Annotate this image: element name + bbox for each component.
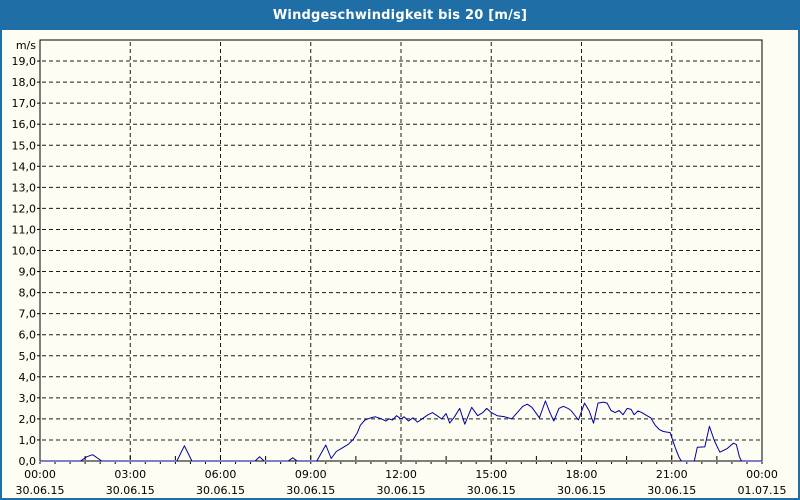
x-tick-date-label: 30.06.15: [647, 484, 696, 497]
y-tick-label: 14,0: [12, 160, 37, 173]
x-tick-time-label: 09:00: [295, 468, 327, 481]
y-tick-label: 10,0: [12, 245, 37, 258]
y-tick-label: 16,0: [12, 118, 37, 131]
x-tick-time-label: 00:00: [746, 468, 778, 481]
x-tick-time-label: 15:00: [475, 468, 507, 481]
y-tick-label: 0,0: [19, 455, 37, 468]
plot-border: [39, 39, 763, 462]
y-tick-label: 1,0: [19, 434, 37, 447]
y-tick-label: 9,0: [19, 266, 37, 279]
y-tick-label: 8,0: [19, 287, 37, 300]
y-tick-label: 11,0: [12, 223, 37, 236]
x-tick-date-label: 30.06.15: [557, 484, 606, 497]
x-tick-time-label: 00:00: [24, 468, 56, 481]
y-tick-label: 2,0: [19, 413, 37, 426]
y-tick-label: 7,0: [19, 308, 37, 321]
x-tick-time-label: 18:00: [566, 468, 598, 481]
x-tick-time-label: 06:00: [205, 468, 237, 481]
x-tick-time-label: 03:00: [114, 468, 146, 481]
y-tick-label: 3,0: [19, 392, 37, 405]
x-tick-time-label: 12:00: [385, 468, 417, 481]
x-tick-time-label: 21:00: [656, 468, 688, 481]
x-tick-date-label: 30.06.15: [467, 484, 516, 497]
x-tick-date-label: 01.07.15: [738, 484, 787, 497]
wind-speed-line: [40, 400, 762, 462]
x-tick-date-label: 30.06.15: [286, 484, 335, 497]
x-tick-date-label: 30.06.15: [106, 484, 155, 497]
y-tick-label: 17,0: [12, 97, 37, 110]
x-tick-date-label: 30.06.15: [196, 484, 245, 497]
x-tick-date-label: 30.06.15: [16, 484, 65, 497]
y-tick-label: 6,0: [19, 329, 37, 342]
y-tick-label: 13,0: [12, 181, 37, 194]
y-tick-label: 15,0: [12, 139, 37, 152]
y-tick-label: 5,0: [19, 350, 37, 363]
chart-title-bar: Windgeschwindigkeit bis 20 [m/s]: [2, 2, 798, 30]
chart-title: Windgeschwindigkeit bis 20 [m/s]: [272, 7, 528, 23]
y-tick-label: 19,0: [12, 55, 37, 68]
x-tick-date-label: 30.06.15: [377, 484, 426, 497]
y-tick-label: 18,0: [12, 76, 37, 89]
y-axis-unit-label: m/s: [16, 39, 36, 52]
y-tick-label: 4,0: [19, 371, 37, 384]
y-tick-label: 12,0: [12, 202, 37, 215]
